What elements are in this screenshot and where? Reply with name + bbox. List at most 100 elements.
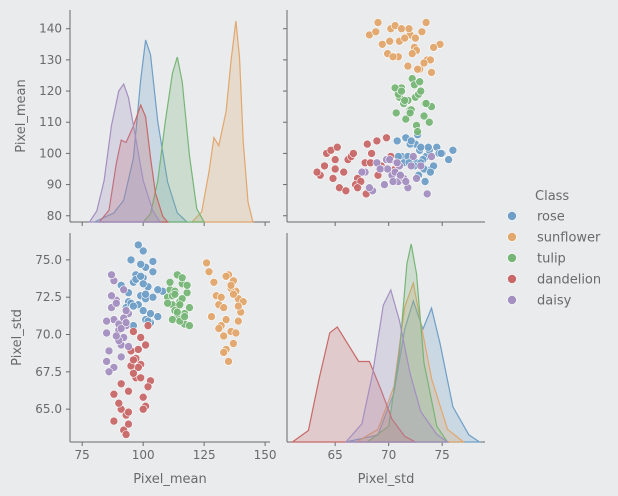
- legend-label-rose: rose: [537, 210, 565, 225]
- panel-mean-std-xtick-label: 150: [254, 448, 277, 462]
- point-sunflower: [224, 357, 233, 366]
- point-daisy: [357, 167, 367, 177]
- point-tulip: [401, 114, 411, 124]
- point-dandelion: [143, 321, 153, 330]
- point-sunflower: [413, 64, 422, 74]
- point-tulip: [421, 99, 431, 108]
- kde-pixel-mean-dandelion: [98, 103, 169, 223]
- point-dandelion: [109, 389, 119, 399]
- point-sunflower: [371, 27, 381, 37]
- point-tulip: [177, 273, 187, 283]
- point-dandelion: [143, 382, 153, 392]
- panel-mean-mean-ytick-label: 120: [39, 84, 62, 98]
- point-sunflower: [427, 68, 436, 77]
- point-daisy: [422, 189, 432, 199]
- panel-mean-mean-ytick-label: 140: [39, 22, 62, 36]
- panel-mean-std-ytick-label: 67.5: [35, 365, 62, 379]
- panel-mean-mean-ytick-label: 80: [47, 209, 62, 223]
- y-axis-label-pixel-std: Pixel_std: [10, 309, 25, 366]
- point-daisy: [408, 152, 418, 161]
- legend-label-tulip: tulip: [537, 252, 566, 267]
- point-sunflower: [207, 312, 216, 321]
- point-dandelion: [141, 340, 150, 350]
- point-tulip: [419, 111, 429, 121]
- point-rose: [448, 146, 458, 155]
- panel-mean-mean-ytick-label: 110: [39, 115, 62, 129]
- legend-label-dandelion: dandelion: [537, 273, 601, 288]
- point-daisy: [119, 285, 128, 295]
- point-sunflower: [429, 43, 438, 52]
- point-daisy: [102, 316, 111, 326]
- point-sunflower: [204, 267, 214, 277]
- point-tulip: [168, 315, 177, 324]
- kde-pixel-std-tulip: [365, 243, 449, 443]
- point-sunflower: [209, 277, 219, 287]
- point-tulip: [416, 86, 426, 96]
- point-rose: [153, 285, 163, 295]
- legend-label-daisy: daisy: [537, 294, 572, 309]
- point-tulip: [175, 300, 185, 310]
- point-sunflower: [385, 36, 395, 46]
- point-tulip: [424, 117, 434, 127]
- point-dandelion: [136, 333, 145, 342]
- point-daisy: [102, 357, 111, 366]
- point-dandelion: [138, 392, 148, 402]
- point-daisy: [388, 177, 398, 186]
- point-tulip: [173, 307, 182, 317]
- point-dandelion: [339, 167, 349, 177]
- point-sunflower: [421, 18, 431, 27]
- point-rose: [406, 136, 416, 146]
- point-sunflower: [221, 271, 231, 281]
- y-axis-label-pixel-mean: Pixel_mean: [14, 79, 29, 152]
- panel-std-std-xtick-label: 75: [435, 448, 450, 462]
- point-rose: [444, 155, 453, 164]
- point-tulip: [185, 321, 194, 330]
- panel-mean-mean-ytick-label: 100: [39, 146, 62, 160]
- point-tulip: [185, 303, 194, 312]
- panel-mean-std-ytick-label: 72.5: [35, 290, 62, 304]
- kde-pixel-mean-sunflower: [190, 20, 254, 223]
- point-dandelion: [320, 161, 329, 171]
- point-dandelion: [134, 345, 143, 354]
- panel-mean-std-ytick-label: 75.0: [35, 253, 62, 267]
- x-axis-label-pixel-mean: Pixel_mean: [133, 472, 206, 487]
- legend-marker-daisy: [507, 295, 517, 305]
- point-dandelion: [312, 167, 322, 177]
- point-rose: [392, 136, 402, 146]
- point-sunflower: [226, 280, 236, 290]
- panel-mean-mean-ytick-label: 130: [39, 53, 62, 67]
- point-sunflower: [417, 27, 427, 37]
- point-dandelion: [332, 142, 342, 152]
- point-rose: [148, 257, 158, 266]
- point-rose: [423, 142, 433, 152]
- point-sunflower: [221, 315, 231, 324]
- point-dandelion: [129, 327, 138, 336]
- point-dandelion: [114, 398, 124, 408]
- kde-pixel-mean-rose: [94, 39, 189, 223]
- point-sunflower: [400, 33, 410, 43]
- point-daisy: [102, 328, 111, 338]
- point-dandelion: [138, 404, 148, 414]
- point-tulip: [170, 289, 180, 299]
- point-rose: [148, 292, 158, 302]
- point-sunflower: [377, 39, 387, 49]
- point-rose: [153, 312, 163, 321]
- point-sunflower: [234, 301, 243, 311]
- point-sunflower: [231, 328, 241, 338]
- point-daisy: [104, 346, 114, 356]
- point-daisy: [380, 180, 389, 189]
- point-dandelion: [328, 174, 338, 183]
- point-daisy: [121, 318, 131, 327]
- point-daisy: [107, 291, 116, 301]
- point-sunflower: [404, 24, 414, 34]
- point-daisy: [121, 306, 131, 315]
- point-dandelion: [372, 136, 382, 146]
- point-dandelion: [121, 430, 131, 439]
- panel-mean-std-ytick-label: 65.0: [35, 402, 62, 416]
- point-rose: [146, 309, 155, 318]
- point-sunflower: [373, 18, 383, 27]
- point-daisy: [104, 367, 114, 377]
- point-dandelion: [382, 133, 391, 143]
- point-rose: [136, 259, 145, 269]
- point-sunflower: [234, 316, 243, 326]
